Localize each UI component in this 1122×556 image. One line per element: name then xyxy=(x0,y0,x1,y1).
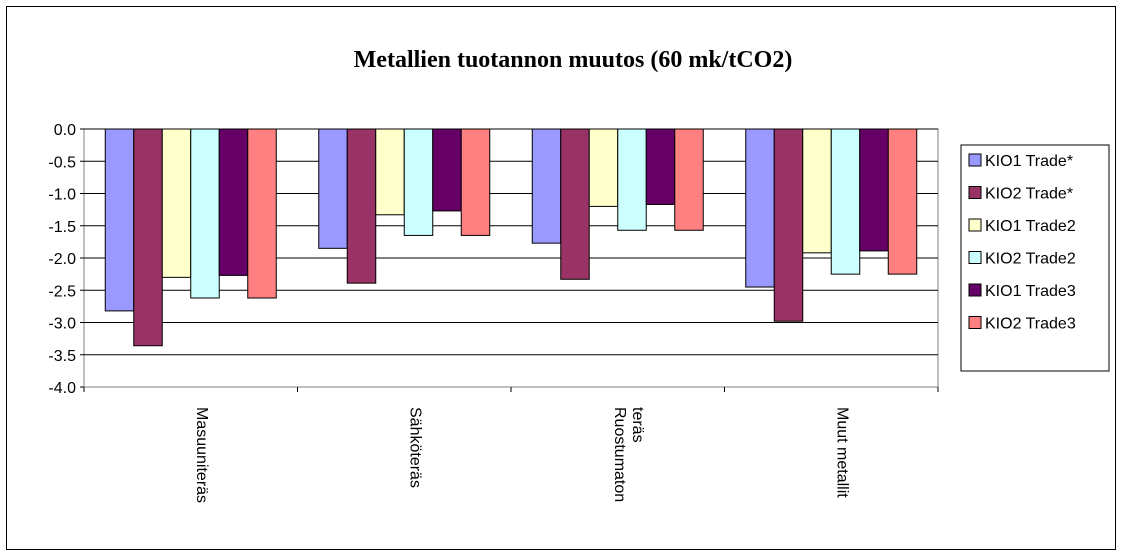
bar xyxy=(161,128,192,278)
y-tick-label: 0.0 xyxy=(54,122,76,139)
bar xyxy=(674,128,704,231)
bar xyxy=(432,128,462,212)
legend-swatch xyxy=(968,153,982,167)
bar xyxy=(560,128,590,280)
bar xyxy=(588,128,619,207)
legend-label: KIO1 Trade3 xyxy=(985,283,1076,300)
legend-swatch xyxy=(968,218,982,232)
plot-area: 0.0 -0.5 -1.0 -1.5 -2.0 -2.5 -3.0 -3.5 -4.0 Masuu… xyxy=(48,122,939,503)
y-tick-label: -3.0 xyxy=(48,316,76,333)
legend-label: KIO2 Trade2 xyxy=(985,251,1076,268)
legend-box xyxy=(960,144,1110,372)
bar xyxy=(247,128,277,299)
bar xyxy=(531,128,562,244)
y-tick-label: -3.5 xyxy=(48,348,76,365)
y-tick-label: -2.5 xyxy=(48,283,76,300)
bar xyxy=(346,128,377,284)
legend-label: KIO1 Trade* xyxy=(985,153,1073,170)
bar xyxy=(133,128,163,347)
y-tick-label: -2.0 xyxy=(48,251,76,268)
category-label: Sähköteräs xyxy=(406,407,423,488)
y-tick-label: -1.5 xyxy=(48,219,76,236)
bar xyxy=(375,128,405,216)
bar-chart: Metallien tuotannon muutos (60 mk/tCO2) … xyxy=(48,47,1110,503)
bar xyxy=(859,128,889,252)
chart-frame: Metallien tuotannon muutos (60 mk/tCO2) … xyxy=(6,6,1116,550)
category-label: Masuuniteräs xyxy=(193,407,210,503)
legend-label: KIO2 Trade* xyxy=(985,186,1073,203)
bar xyxy=(830,128,861,275)
category-label: Muut metallit xyxy=(833,407,850,498)
bar xyxy=(773,128,804,322)
legend-label: KIO2 Trade3 xyxy=(985,316,1076,333)
bar xyxy=(745,128,775,288)
legend-swatch xyxy=(968,251,982,264)
bar xyxy=(802,128,832,254)
bar xyxy=(403,128,434,236)
bar xyxy=(104,128,135,312)
legend-swatch xyxy=(968,283,982,297)
bar xyxy=(617,128,647,231)
category-label: teräs xyxy=(629,407,646,443)
bar xyxy=(460,128,491,236)
bar xyxy=(887,128,918,275)
chart-title: Metallien tuotannon muutos (60 mk/tCO2) xyxy=(354,47,793,73)
legend-swatch xyxy=(968,316,982,329)
bar xyxy=(190,128,220,299)
category-label: Ruostumaton xyxy=(611,407,628,502)
y-tick-label: -1.0 xyxy=(48,187,76,204)
y-tick-label: -0.5 xyxy=(48,154,76,171)
legend: KIO1 Trade* KIO2 Trade* KIO1 Trade2 KIO2 Tr… xyxy=(960,144,1110,372)
legend-swatch xyxy=(968,186,982,199)
bar xyxy=(218,128,249,276)
bar xyxy=(645,128,676,205)
y-tick-label: -4.0 xyxy=(48,380,76,397)
bar xyxy=(318,128,348,249)
legend-label: KIO1 Trade2 xyxy=(985,218,1076,235)
